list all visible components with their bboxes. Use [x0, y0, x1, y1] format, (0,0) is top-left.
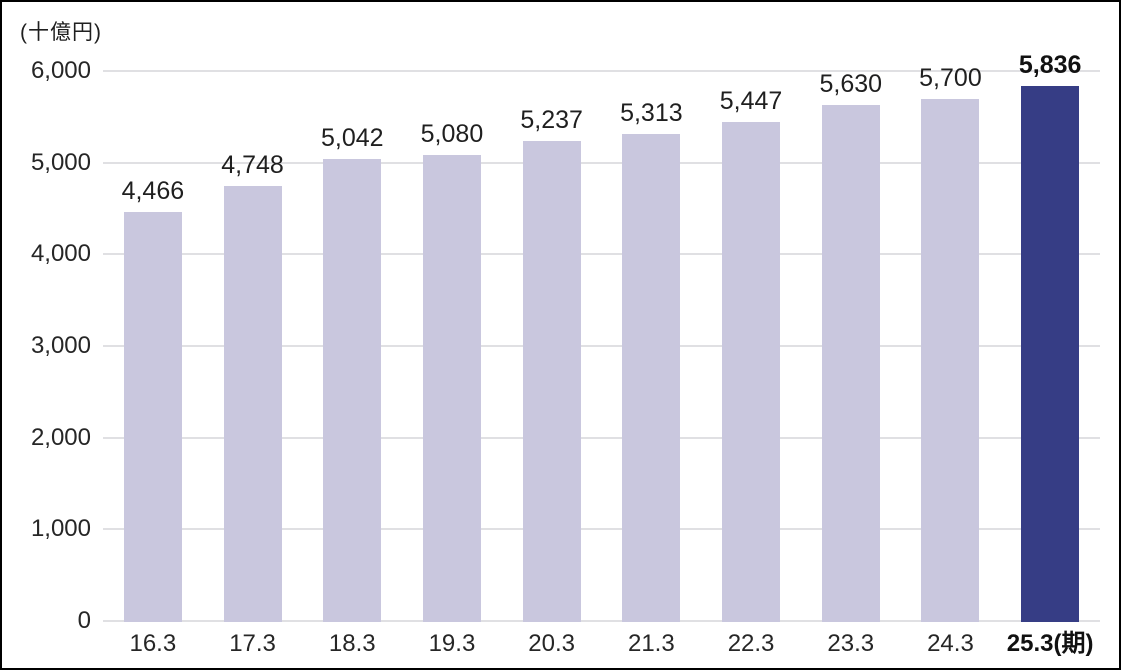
- bar-value-label: 4,466: [121, 177, 185, 205]
- bar: [622, 134, 681, 622]
- x-axis-tick-label: 20.3: [528, 630, 575, 657]
- y-axis-tick-label: 0: [77, 607, 91, 634]
- bar-slot: [402, 70, 502, 622]
- bar: [921, 99, 980, 622]
- y-axis-tick-label: 6,000: [30, 57, 91, 84]
- bar-value-label: 5,836: [1018, 51, 1082, 79]
- x-axis-tick-label: 18.3: [328, 630, 376, 657]
- bar-value-label: 5,630: [819, 70, 883, 98]
- gridline: [103, 253, 1100, 255]
- x-axis-tick-label: 17.3: [229, 630, 276, 657]
- bar-slot: [502, 70, 602, 622]
- bar: [821, 105, 880, 622]
- x-axis-tick-label: 22.3: [727, 630, 775, 657]
- bar-value-label: 4,748: [221, 151, 284, 179]
- bar: [722, 122, 781, 622]
- bar-highlighted: [1021, 86, 1080, 622]
- bar-slot: [801, 70, 901, 622]
- y-axis-unit-label: (十億円): [20, 21, 102, 44]
- bar-slot: [103, 70, 203, 622]
- bar-value-label: 5,447: [719, 87, 783, 115]
- x-axis-tick-label: 24.3: [927, 630, 974, 657]
- bar-slot: [302, 70, 402, 622]
- bar: [522, 141, 581, 622]
- bar-slot: [701, 70, 801, 622]
- gridline: [103, 70, 1100, 72]
- gridline: [103, 162, 1100, 164]
- bar-value-label: 5,237: [520, 106, 583, 134]
- y-axis-tick-label: 3,000: [30, 332, 91, 359]
- bar: [422, 155, 481, 622]
- gridline: [103, 620, 1100, 622]
- bar-value-label: 5,080: [420, 120, 484, 148]
- bar-slot: [203, 70, 303, 622]
- gridline: [103, 437, 1100, 439]
- bar-value-label: 5,700: [919, 64, 982, 92]
- y-axis-tick-label: 4,000: [30, 240, 91, 267]
- x-axis-tick-label: 23.3: [827, 630, 875, 657]
- bar: [123, 212, 182, 622]
- x-axis-tick-label: 16.3: [129, 630, 177, 657]
- x-axis-tick-label: 25.3(期): [1006, 630, 1094, 657]
- bar-slot: [901, 70, 1001, 622]
- gridline: [103, 528, 1100, 530]
- bar-slot: [602, 70, 702, 622]
- bar-slot: [1000, 70, 1100, 622]
- bar: [223, 186, 282, 622]
- gridline: [103, 345, 1100, 347]
- x-axis-tick-label: 19.3: [428, 630, 476, 657]
- y-axis-tick-label: 1,000: [30, 515, 91, 542]
- x-axis-tick-label: 21.3: [627, 630, 675, 657]
- y-axis-tick-label: 5,000: [30, 149, 91, 176]
- bar-value-label: 5,042: [320, 124, 384, 152]
- y-axis-tick-label: 2,000: [30, 424, 91, 451]
- bar-value-label: 5,313: [620, 99, 683, 127]
- plot-area: 0 1,000 2,000 3,000 4,000 5,000 6,000 4,466 16.3…: [31, 53, 1100, 656]
- bar: [323, 159, 382, 622]
